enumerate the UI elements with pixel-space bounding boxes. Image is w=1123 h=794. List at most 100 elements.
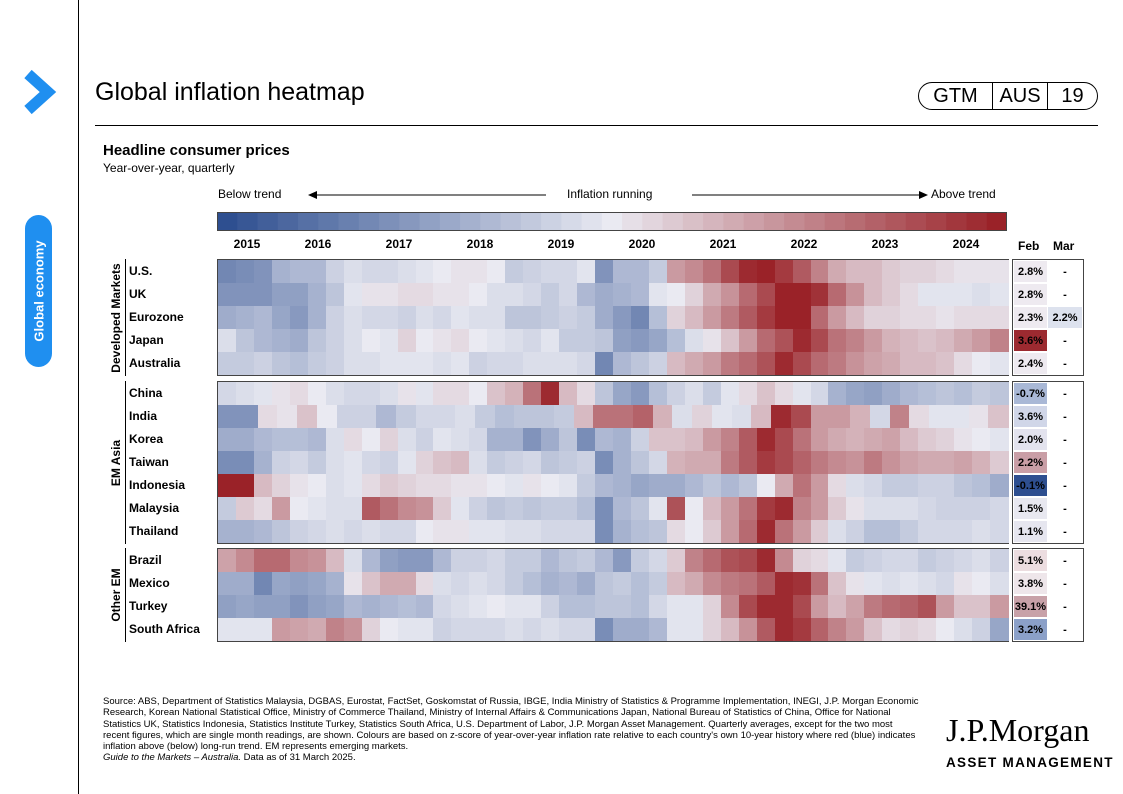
heatmap-cell bbox=[433, 260, 452, 283]
heatmap-cell bbox=[325, 382, 345, 405]
heatmap-cell bbox=[684, 520, 704, 543]
scale-swatch bbox=[763, 212, 785, 231]
section-tab[interactable]: Global economy bbox=[25, 215, 52, 367]
heatmap-cell bbox=[828, 382, 847, 405]
heatmap-cell bbox=[630, 497, 650, 520]
heatmap-cell bbox=[900, 306, 919, 329]
scale-swatch bbox=[885, 212, 907, 231]
heatmap-cell bbox=[469, 260, 488, 283]
country-label: Korea bbox=[129, 432, 164, 446]
heatmap-cell bbox=[559, 451, 578, 474]
heatmap-cell bbox=[271, 520, 291, 543]
heatmap-cell bbox=[702, 451, 722, 474]
heatmap-cell bbox=[361, 497, 381, 520]
heatmap-cell bbox=[577, 428, 596, 451]
heatmap-cell bbox=[271, 497, 291, 520]
heatmap-cell bbox=[720, 572, 740, 595]
heatmap-cell bbox=[666, 352, 686, 375]
heatmap-cell bbox=[289, 428, 309, 451]
heatmap-cell bbox=[361, 329, 381, 352]
heatmap-cell bbox=[846, 352, 865, 375]
heatmap-cell bbox=[253, 428, 273, 451]
heatmap-cell bbox=[720, 283, 740, 306]
chevron-right-icon bbox=[24, 69, 57, 115]
heatmap-cell bbox=[954, 549, 973, 572]
latest-feb-value: 39.1% bbox=[1014, 596, 1047, 617]
heatmap-cell bbox=[505, 520, 524, 543]
latest-mar-value: - bbox=[1048, 383, 1082, 404]
heatmap-cell bbox=[846, 595, 865, 618]
heatmap-cell bbox=[253, 474, 273, 497]
heatmap-cell bbox=[379, 497, 399, 520]
heatmap-cell bbox=[936, 428, 955, 451]
heatmap-cell bbox=[882, 520, 901, 543]
heatmap-cell bbox=[595, 260, 614, 283]
heatmap-cell bbox=[936, 382, 955, 405]
scale-swatch bbox=[804, 212, 826, 231]
heatmap-cell bbox=[648, 329, 668, 352]
heatmap-cell bbox=[648, 474, 668, 497]
heatmap-cell bbox=[630, 572, 650, 595]
heatmap-cell bbox=[918, 549, 937, 572]
country-label: Australia bbox=[129, 356, 181, 370]
heatmap-cell bbox=[613, 329, 632, 352]
heatmap-cell bbox=[828, 618, 847, 641]
heatmap-cell bbox=[882, 474, 901, 497]
heatmap-cell bbox=[900, 497, 919, 520]
heatmap-cell bbox=[415, 618, 435, 641]
heatmap-cell bbox=[307, 520, 327, 543]
heatmap-cell bbox=[451, 329, 470, 352]
heatmap-cell bbox=[361, 260, 381, 283]
heatmap-cell bbox=[523, 283, 542, 306]
heatmap-cell bbox=[235, 520, 255, 543]
heatmap-cell bbox=[487, 549, 506, 572]
heatmap-cell bbox=[343, 283, 363, 306]
heatmap-cell bbox=[738, 428, 758, 451]
heatmap-cell bbox=[828, 497, 847, 520]
heatmap-cell bbox=[954, 618, 973, 641]
heatmap-cell bbox=[846, 329, 865, 352]
scale-swatch bbox=[338, 212, 360, 231]
heatmap-cell bbox=[577, 352, 596, 375]
heatmap-cell bbox=[218, 572, 237, 595]
heatmap-cell bbox=[666, 382, 686, 405]
heatmap-cell bbox=[864, 283, 883, 306]
heatmap-cell bbox=[379, 352, 399, 375]
heatmap-cell bbox=[882, 352, 901, 375]
heatmap-cell bbox=[972, 283, 991, 306]
heatmap-cell bbox=[494, 405, 515, 428]
heatmap-cell bbox=[325, 260, 345, 283]
heatmap-cell bbox=[846, 306, 865, 329]
heatmap-cell bbox=[433, 520, 452, 543]
heatmap-cell bbox=[756, 260, 776, 283]
heatmap-cell bbox=[289, 283, 309, 306]
heatmap-cell bbox=[900, 520, 919, 543]
latest-feb-value: 2.2% bbox=[1014, 452, 1047, 473]
heatmap-cell bbox=[889, 405, 910, 428]
heatmap-cell bbox=[451, 428, 470, 451]
heatmap-cell bbox=[684, 352, 704, 375]
heatmap-cell bbox=[918, 497, 937, 520]
heatmap-cell bbox=[336, 405, 357, 428]
heatmap-cell bbox=[235, 352, 255, 375]
heatmap-cell bbox=[595, 382, 614, 405]
heatmap-cell bbox=[630, 260, 650, 283]
scale-swatch bbox=[703, 212, 725, 231]
heatmap-cell bbox=[613, 474, 632, 497]
heatmap-cell bbox=[918, 451, 937, 474]
heatmap-cell bbox=[415, 329, 435, 352]
heatmap-cell bbox=[648, 618, 668, 641]
heatmap-cell bbox=[289, 260, 309, 283]
heatmap-cell bbox=[720, 428, 740, 451]
heatmap-cell bbox=[271, 260, 291, 283]
heatmap-cell bbox=[325, 451, 345, 474]
heatmap-cell bbox=[469, 474, 488, 497]
heatmap-cell bbox=[451, 382, 470, 405]
heatmap-cell bbox=[948, 405, 970, 428]
latest-feb-value: 1.1% bbox=[1014, 521, 1047, 542]
heatmap-cell bbox=[451, 595, 470, 618]
heatmap-cell bbox=[738, 572, 758, 595]
heatmap-cell bbox=[810, 572, 830, 595]
scale-swatch bbox=[298, 212, 319, 231]
heatmap-cell bbox=[630, 595, 650, 618]
